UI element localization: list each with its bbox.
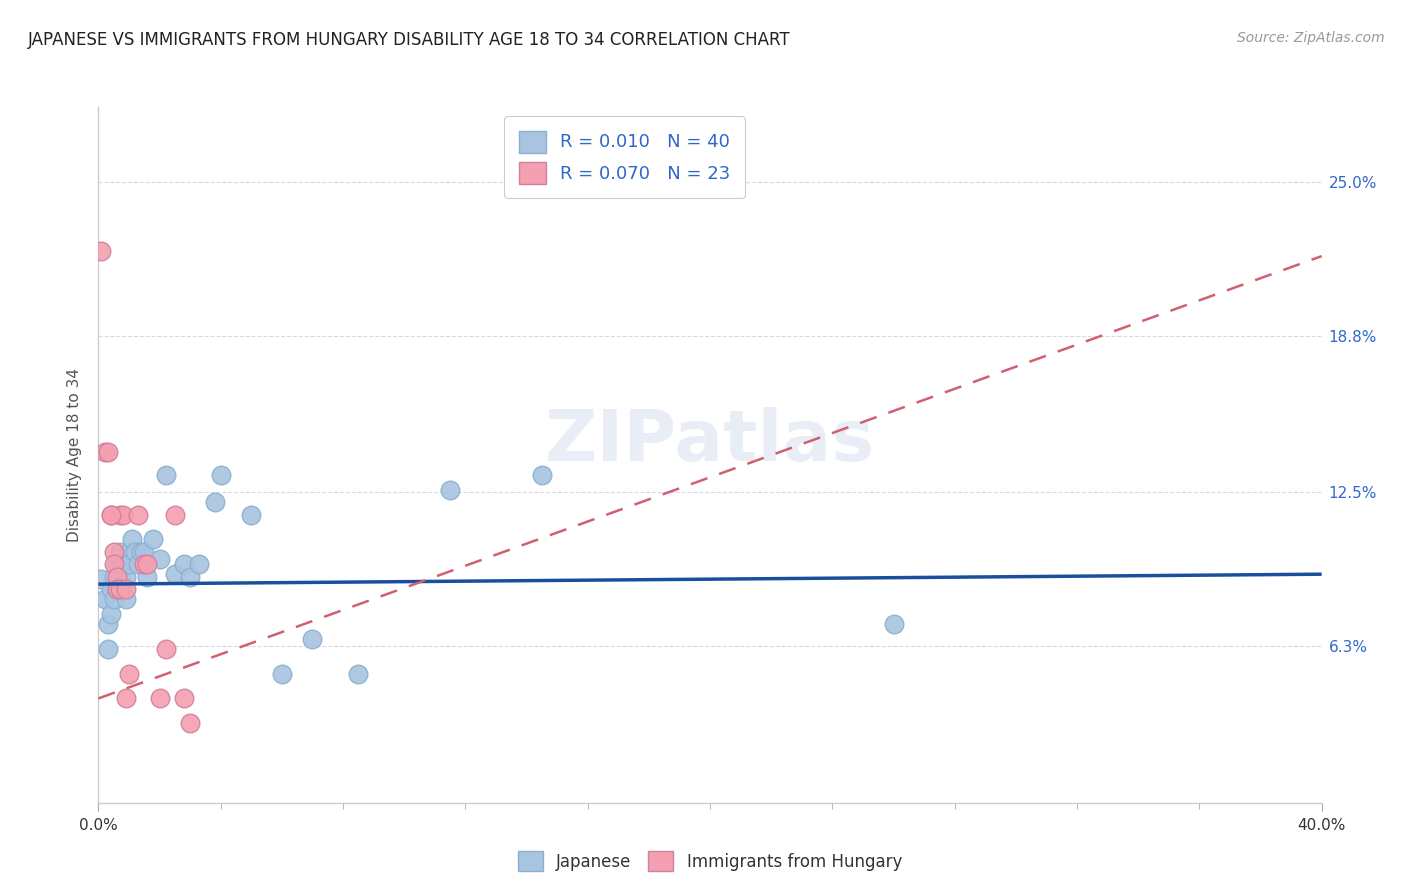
Point <box>111 582 134 596</box>
Point <box>301 632 323 646</box>
Point <box>108 545 131 559</box>
Point <box>93 445 115 459</box>
Point <box>100 508 122 522</box>
Point <box>97 641 120 656</box>
Text: JAPANESE VS IMMIGRANTS FROM HUNGARY DISABILITY AGE 18 TO 34 CORRELATION CHART: JAPANESE VS IMMIGRANTS FROM HUNGARY DISA… <box>28 31 790 49</box>
Point <box>179 716 201 731</box>
Point <box>134 545 156 559</box>
Point <box>188 558 211 572</box>
Point <box>103 570 125 584</box>
Point <box>118 545 141 559</box>
Point <box>173 558 195 572</box>
Point <box>100 508 122 522</box>
Point <box>111 508 134 522</box>
Point <box>90 244 112 259</box>
Point <box>136 570 159 584</box>
Point <box>439 483 461 497</box>
Point <box>179 570 201 584</box>
Point <box>97 445 120 459</box>
Point <box>100 607 122 621</box>
Point <box>93 592 115 607</box>
Point <box>105 582 128 596</box>
Point <box>240 508 263 522</box>
Point <box>149 552 172 566</box>
Point <box>118 666 141 681</box>
Point <box>136 558 159 572</box>
Point <box>129 545 152 559</box>
Point <box>105 582 128 596</box>
Point <box>111 558 134 572</box>
Point <box>155 641 177 656</box>
Point <box>163 567 186 582</box>
Point <box>115 592 138 607</box>
Legend: Japanese, Immigrants from Hungary: Japanese, Immigrants from Hungary <box>512 845 908 878</box>
Text: Source: ZipAtlas.com: Source: ZipAtlas.com <box>1237 31 1385 45</box>
Point <box>118 558 141 572</box>
Point <box>530 467 553 482</box>
Point <box>121 533 143 547</box>
Point <box>108 508 131 522</box>
Point <box>270 666 292 681</box>
Point <box>108 582 131 596</box>
Point <box>209 467 232 482</box>
Point <box>103 558 125 572</box>
Point <box>124 545 146 559</box>
Point <box>155 467 177 482</box>
Point <box>204 495 226 509</box>
Text: ZIPatlas: ZIPatlas <box>546 407 875 475</box>
Point <box>115 570 138 584</box>
Point <box>163 508 186 522</box>
Point <box>105 558 128 572</box>
Point <box>173 691 195 706</box>
Point <box>347 666 370 681</box>
Y-axis label: Disability Age 18 to 34: Disability Age 18 to 34 <box>67 368 83 542</box>
Point <box>134 558 156 572</box>
Point <box>103 545 125 559</box>
Point <box>883 616 905 631</box>
Point <box>105 570 128 584</box>
Point <box>108 570 131 584</box>
Point <box>90 572 112 586</box>
Point <box>127 508 149 522</box>
Point <box>97 616 120 631</box>
Point <box>115 691 138 706</box>
Point <box>100 582 122 596</box>
Point <box>115 582 138 596</box>
Point <box>127 558 149 572</box>
Point <box>149 691 172 706</box>
Point <box>142 533 165 547</box>
Point <box>103 592 125 607</box>
